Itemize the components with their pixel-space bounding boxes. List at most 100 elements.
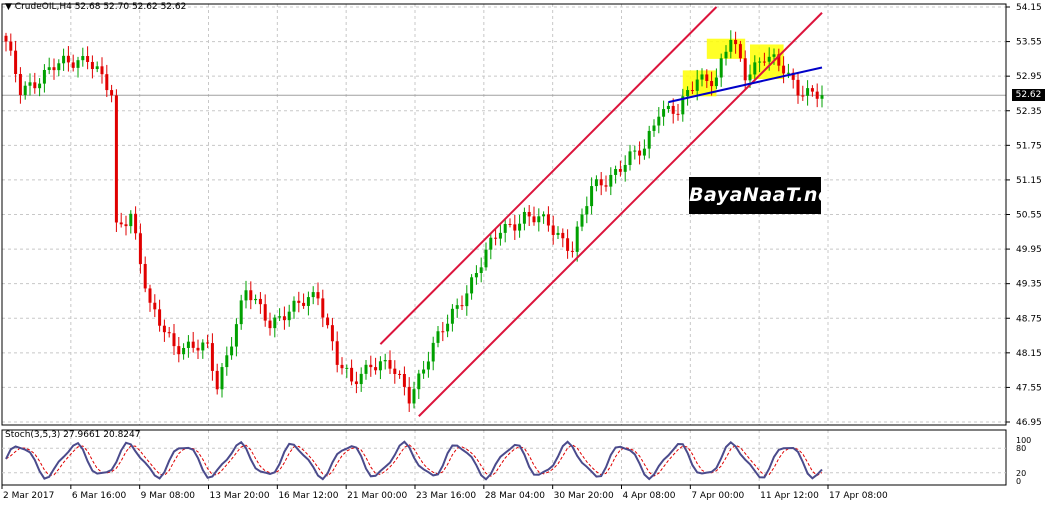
candle-body [225, 355, 229, 368]
candle-body [282, 316, 286, 321]
candle-body [556, 232, 560, 235]
candle-body [201, 342, 205, 351]
candle-body [273, 317, 277, 329]
candle-body [340, 364, 344, 369]
candle-body [4, 35, 8, 42]
candle-body [110, 90, 114, 96]
candle-body [316, 292, 320, 299]
candle-body [47, 67, 51, 70]
candle-body [671, 105, 675, 114]
candle-body [767, 56, 771, 62]
candle-body [590, 186, 594, 207]
candle-body [422, 369, 426, 374]
stochastic-y-tick-label: 80 [1016, 444, 1026, 453]
candle-body [350, 367, 354, 382]
candle-body [618, 169, 622, 172]
candle-body [321, 298, 325, 318]
candle-body [762, 61, 766, 63]
y-tick-label: 54.15 [1016, 3, 1042, 13]
symbol-ohlc-text: CrudeOIL,H4 52.68 52.70 52.62 52.62 [14, 2, 187, 12]
candle-body [700, 74, 704, 80]
candle-body [734, 39, 738, 45]
stochastic-y-tick-label: 20 [1016, 469, 1026, 478]
drawn-lines [379, 6, 823, 417]
candle-body [436, 331, 440, 343]
x-tick-label: 17 Apr 08:00 [829, 491, 888, 501]
candle-body [52, 67, 56, 71]
stochastic-main-line [5, 440, 823, 481]
candle-body [575, 226, 579, 252]
candle-body [374, 367, 378, 371]
candle-body [782, 65, 786, 74]
candle-body [810, 88, 814, 92]
candle-body [398, 373, 402, 375]
x-tick-label: 9 Mar 08:00 [141, 491, 196, 501]
candle-body [508, 223, 512, 225]
candle-body [71, 62, 75, 68]
candle-body [182, 347, 186, 355]
candle-body [292, 300, 296, 312]
x-tick-label: 11 Apr 12:00 [760, 491, 819, 501]
candle-body [407, 386, 411, 404]
candle-body [806, 88, 810, 96]
candle-body [335, 341, 339, 365]
candle-body [503, 223, 507, 233]
candle-body [268, 320, 272, 329]
candle-body [594, 179, 598, 187]
candle-body [345, 367, 349, 369]
candle-body [119, 222, 123, 225]
candle-body [215, 370, 219, 390]
candle-body [633, 150, 637, 152]
candle-body [494, 237, 498, 239]
axes: 54.15 53.55 52.95 52.35 51.75 51.15 50.55 49.95… [1, 3, 1042, 501]
x-tick-label: 4 Apr 08:00 [623, 491, 676, 501]
candle-body [465, 293, 469, 307]
channel-lower-line [418, 12, 823, 417]
candle-body [158, 309, 162, 326]
candle-body [95, 66, 99, 70]
y-tick-label: 51.15 [1016, 176, 1042, 186]
candle-body [28, 82, 32, 86]
candle-body [532, 216, 536, 223]
candle-body [657, 116, 661, 126]
candle-body [148, 288, 152, 303]
candle-body [537, 216, 541, 223]
candle-body [753, 62, 757, 75]
candle-body [258, 298, 262, 305]
candle-body [297, 300, 301, 303]
stochastic-y-tick-label: 0 [1016, 477, 1021, 486]
x-tick-label: 28 Mar 04:00 [485, 491, 545, 501]
candle-body [479, 267, 483, 274]
candle-body [90, 61, 94, 70]
candle-body [441, 331, 445, 333]
candle-body [609, 174, 613, 187]
candle-body [402, 373, 406, 387]
x-tick-label: 23 Mar 16:00 [416, 491, 476, 501]
candle-body [311, 292, 315, 298]
watermark-logo: BayaNaaT.net [689, 177, 840, 214]
blue-trendline [668, 66, 823, 104]
candle-body [210, 343, 214, 371]
candle-body [134, 213, 138, 234]
candle-body [76, 60, 80, 68]
y-tick-label: 47.55 [1016, 383, 1042, 393]
y-tick-label: 53.55 [1016, 38, 1042, 48]
candle-body [474, 273, 478, 278]
candle-body [153, 302, 157, 310]
candle-body [676, 113, 680, 115]
x-tick-label: 21 Mar 00:00 [347, 491, 407, 501]
candle-body [623, 164, 627, 172]
candle-body [498, 232, 502, 239]
collapse-arrow-icon[interactable]: ▼ [5, 2, 12, 12]
candle-body [105, 74, 109, 91]
candle-body [484, 249, 488, 268]
candle-body [551, 225, 555, 235]
candle-body [138, 233, 142, 264]
candle-body [815, 91, 819, 99]
candle-body [647, 130, 651, 149]
candle-body [719, 58, 723, 78]
x-tick-label: 13 Mar 20:00 [210, 491, 270, 501]
candle-body [206, 342, 210, 344]
